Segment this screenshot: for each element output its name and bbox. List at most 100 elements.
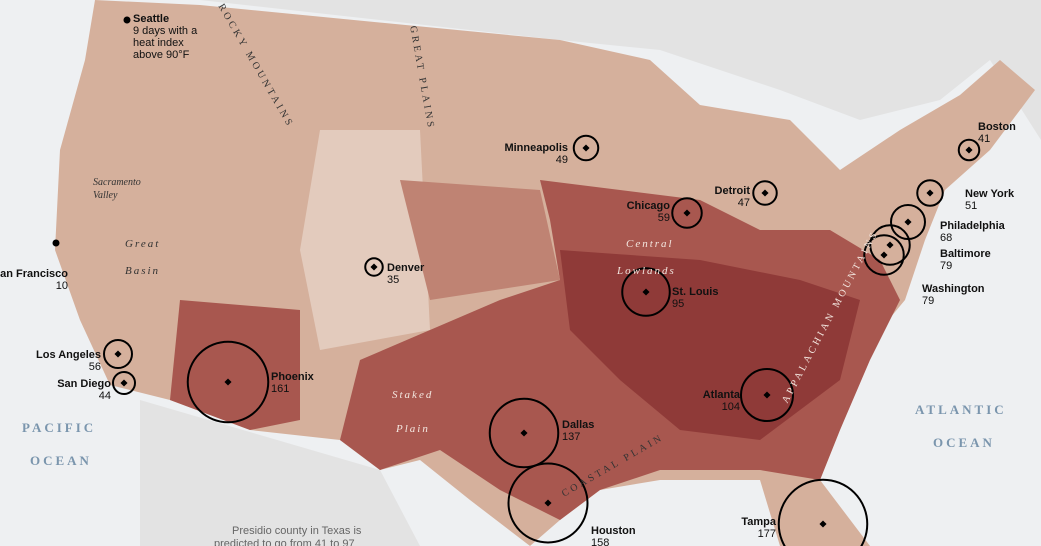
city-circle <box>671 197 703 229</box>
city-label: Seattle 9 days with a heat index above 90… <box>133 13 213 61</box>
city-value: 10 <box>55 280 68 292</box>
city-value: 161 <box>271 383 290 395</box>
city-label: Tampa 177 <box>741 516 776 540</box>
city-value: 95 <box>672 298 685 310</box>
city-dot <box>763 391 771 399</box>
city-value: 49 <box>555 154 568 166</box>
city-value: 56 <box>88 361 101 373</box>
city-name: Tampa <box>741 516 776 528</box>
city-value: 44 <box>98 390 111 402</box>
city-dot <box>904 218 912 226</box>
city-circle <box>507 462 589 544</box>
city-name: Washington <box>922 283 985 295</box>
city-label: San Diego 44 <box>57 378 111 402</box>
ocean-label: OCEAN <box>30 453 92 468</box>
city-value: 41 <box>978 133 991 145</box>
city-circle <box>777 478 869 546</box>
city-name: Minneapolis <box>504 142 568 154</box>
city-dot <box>819 520 827 528</box>
city-name: Boston <box>978 121 1016 133</box>
city-name: Denver <box>387 262 425 274</box>
region-label: Basin <box>125 265 161 277</box>
city-value: 79 <box>940 260 953 272</box>
city-value: 177 <box>757 528 776 540</box>
city-dot <box>965 146 973 154</box>
city-label: Minneapolis 49 <box>504 142 568 166</box>
city-value: 51 <box>965 200 978 212</box>
city-dot <box>120 379 128 387</box>
city-dot <box>370 263 378 271</box>
annotation: predicted to go from 41 to 97 <box>214 538 355 546</box>
city-dot <box>520 429 528 437</box>
city-label: Baltimore 79 <box>940 248 991 272</box>
city-name: Dallas <box>562 419 595 431</box>
region-label: Central <box>626 238 674 250</box>
region-label: Plain <box>396 423 430 435</box>
city-circle <box>186 340 270 424</box>
mexico <box>140 400 420 546</box>
hottest-zone <box>560 250 860 440</box>
city-name: Los Angeles <box>36 349 101 361</box>
city-name: San Diego <box>57 378 111 390</box>
light-zone <box>300 130 430 350</box>
city-name: St. Louis <box>672 286 719 298</box>
city-value: 68 <box>940 232 953 244</box>
annotation: Presidio county in Texas is <box>232 525 362 537</box>
city-dot <box>886 241 894 249</box>
city-name: Chicago <box>626 200 670 212</box>
city-dot <box>926 189 934 197</box>
city-dot <box>642 288 650 296</box>
region-label: Valley <box>93 190 118 201</box>
city-label: Los Angeles 56 <box>36 349 101 373</box>
city-name: Houston <box>591 525 636 537</box>
city-label: Chicago 59 <box>627 200 670 224</box>
city-circle <box>863 234 905 276</box>
region-label: Great <box>125 238 161 250</box>
region-label: Lowlands <box>617 265 676 277</box>
city-dot <box>224 378 232 386</box>
city-circle <box>621 267 671 317</box>
city-circle <box>957 138 981 162</box>
city-circle <box>869 224 911 266</box>
city-label: Dallas 137 <box>562 419 594 443</box>
city-name: New York <box>965 188 1015 200</box>
city-circle <box>572 134 600 162</box>
city-label: Houston 158 <box>591 525 636 546</box>
city-name: Baltimore <box>940 248 991 260</box>
city-circle <box>488 397 560 469</box>
city-circle <box>740 368 794 422</box>
city-dot <box>544 499 552 507</box>
southwest-zone <box>170 300 300 430</box>
region-label: Sacramento <box>93 177 141 188</box>
city-dot <box>683 209 691 217</box>
city-value: 9 days with a heat index above 90°F <box>133 25 198 61</box>
city-name: San Francisco <box>0 268 68 280</box>
plains-zone <box>400 180 560 300</box>
city-label: Detroit 47 <box>715 185 750 209</box>
city-name: Phoenix <box>271 371 314 383</box>
city-label: Boston 41 <box>978 121 1016 145</box>
city-label: Denver 35 <box>387 262 424 286</box>
region-label: Staked <box>392 389 434 401</box>
ocean-label: OCEAN <box>933 435 995 450</box>
city-circle <box>364 257 384 277</box>
city-value: 79 <box>922 295 935 307</box>
city-value: 35 <box>387 274 400 286</box>
city-value: 137 <box>562 431 581 443</box>
city-dot <box>582 144 590 152</box>
city-label: Washington 79 <box>922 283 985 307</box>
city-value: 104 <box>721 401 740 413</box>
city-name: Atlanta <box>702 389 740 401</box>
ocean-label: ATLANTIC <box>915 402 1007 417</box>
city-dot <box>761 189 769 197</box>
city-label: Atlanta 104 <box>703 389 740 413</box>
ocean-label: PACIFIC <box>22 420 97 435</box>
city-circle <box>916 179 944 207</box>
city-name: Seattle <box>133 13 170 25</box>
city-value: 59 <box>657 212 670 224</box>
city-circle <box>752 180 778 206</box>
city-dot <box>880 251 888 259</box>
city-label: Phoenix 161 <box>271 371 314 395</box>
